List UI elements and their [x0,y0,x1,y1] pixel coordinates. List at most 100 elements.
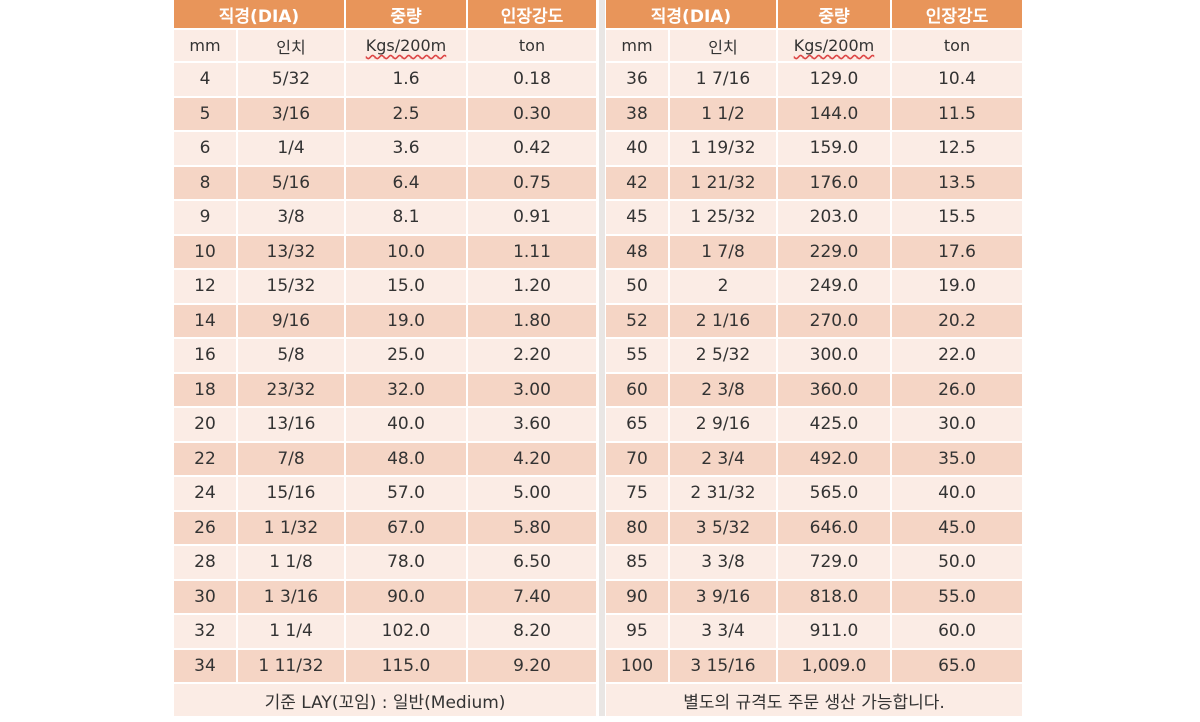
cell-weight: 565.0 [778,477,892,512]
cell-strength: 50.0 [892,546,1024,581]
cell-inch: 1 11/32 [238,649,346,684]
cell-weight: 3.6 [346,132,468,167]
cell-strength: 22.0 [892,339,1024,374]
table-row: 70 2 3/4 492.0 35.0 [606,442,1024,477]
header-row: 직경(DIA) 중량 인장강도 [606,0,1024,30]
header-weight: 중량 [778,0,892,30]
cell-inch: 23/32 [238,373,346,408]
cell-mm: 12 [174,270,238,305]
cell-mm: 100 [606,649,670,684]
cell-weight: 6.4 [346,166,468,201]
table-row: 34 1 11/32 115.0 9.20 [174,649,598,684]
header-row: 직경(DIA) 중량 인장강도 [174,0,598,30]
table-row: 8 5/16 6.4 0.75 [174,166,598,201]
table-row: 60 2 3/8 360.0 26.0 [606,373,1024,408]
cell-strength: 6.50 [468,546,598,581]
header-strength: 인장강도 [892,0,1024,30]
cell-inch: 5/8 [238,339,346,374]
cell-strength: 45.0 [892,511,1024,546]
table-row: 5 3/16 2.5 0.30 [174,97,598,132]
cell-mm: 70 [606,442,670,477]
unit-inch: 인치 [238,30,346,63]
table-row: 55 2 5/32 300.0 22.0 [606,339,1024,374]
cell-inch: 1 1/2 [670,97,778,132]
unit-weight: Kgs/200m [346,30,468,63]
cell-strength: 4.20 [468,442,598,477]
cell-inch: 1 21/32 [670,166,778,201]
cell-mm: 16 [174,339,238,374]
cell-inch: 5/32 [238,63,346,98]
cell-weight: 15.0 [346,270,468,305]
cell-inch: 1 1/8 [238,546,346,581]
cell-mm: 5 [174,97,238,132]
unit-mm: mm [174,30,238,63]
cell-mm: 14 [174,304,238,339]
cell-inch: 1/4 [238,132,346,167]
cell-weight: 1,009.0 [778,649,892,684]
cell-mm: 95 [606,615,670,650]
table-row: 85 3 3/8 729.0 50.0 [606,546,1024,581]
cell-mm: 60 [606,373,670,408]
unit-weight: Kgs/200m [778,30,892,63]
table-row: 52 2 1/16 270.0 20.2 [606,304,1024,339]
table-row: 10 13/32 10.0 1.11 [174,235,598,270]
cell-inch: 3 3/4 [670,615,778,650]
cell-strength: 9.20 [468,649,598,684]
cell-weight: 48.0 [346,442,468,477]
cell-mm: 10 [174,235,238,270]
table-row: 32 1 1/4 102.0 8.20 [174,615,598,650]
cell-inch: 2 5/32 [670,339,778,374]
cell-mm: 45 [606,201,670,236]
cell-mm: 28 [174,546,238,581]
cell-mm: 26 [174,511,238,546]
table-row: 40 1 19/32 159.0 12.5 [606,132,1024,167]
cell-weight: 2.5 [346,97,468,132]
table-row: 22 7/8 48.0 4.20 [174,442,598,477]
cell-weight: 270.0 [778,304,892,339]
cell-inch: 2 3/8 [670,373,778,408]
cell-weight: 67.0 [346,511,468,546]
cell-weight: 249.0 [778,270,892,305]
cell-inch: 1 3/16 [238,580,346,615]
right-table-body: 36 1 7/16 129.0 10.4 38 1 1/2 144.0 11.5 40 1 19/… [606,63,1024,684]
cell-strength: 1.20 [468,270,598,305]
table-row: 45 1 25/32 203.0 15.5 [606,201,1024,236]
cell-weight: 818.0 [778,580,892,615]
cell-strength: 0.18 [468,63,598,98]
cell-mm: 85 [606,546,670,581]
cell-strength: 26.0 [892,373,1024,408]
cell-strength: 10.4 [892,63,1024,98]
cell-inch: 13/16 [238,408,346,443]
cell-strength: 0.42 [468,132,598,167]
cell-inch: 3/16 [238,97,346,132]
cell-strength: 5.00 [468,477,598,512]
header-diameter: 직경(DIA) [174,0,346,30]
footer-note-lay: 기준 LAY(꼬임) : 일반(Medium) [174,684,598,718]
cell-strength: 13.5 [892,166,1024,201]
cell-inch: 3 9/16 [670,580,778,615]
table-row: 50 2 249.0 19.0 [606,270,1024,305]
unit-weight-text: Kgs/200m [365,36,447,55]
cell-weight: 646.0 [778,511,892,546]
table-row: 100 3 15/16 1,009.0 65.0 [606,649,1024,684]
cell-mm: 38 [606,97,670,132]
unit-strength: ton [892,30,1024,63]
cell-inch: 2 9/16 [670,408,778,443]
header-strength: 인장강도 [468,0,598,30]
left-table: 직경(DIA) 중량 인장강도 mm 인치 Kgs/200m ton 4 5/32… [174,0,598,718]
unit-strength: ton [468,30,598,63]
cell-strength: 2.20 [468,339,598,374]
table-row: 90 3 9/16 818.0 55.0 [606,580,1024,615]
cell-mm: 75 [606,477,670,512]
footer-row: 기준 LAY(꼬임) : 일반(Medium) [174,684,598,718]
cell-strength: 0.30 [468,97,598,132]
cell-strength: 20.2 [892,304,1024,339]
cell-weight: 492.0 [778,442,892,477]
footer-note-custom: 별도의 규격도 주문 생산 가능합니다. [606,684,1024,718]
cell-inch: 13/32 [238,235,346,270]
cell-mm: 90 [606,580,670,615]
cell-mm: 48 [606,235,670,270]
cell-mm: 6 [174,132,238,167]
cell-mm: 42 [606,166,670,201]
cell-strength: 40.0 [892,477,1024,512]
